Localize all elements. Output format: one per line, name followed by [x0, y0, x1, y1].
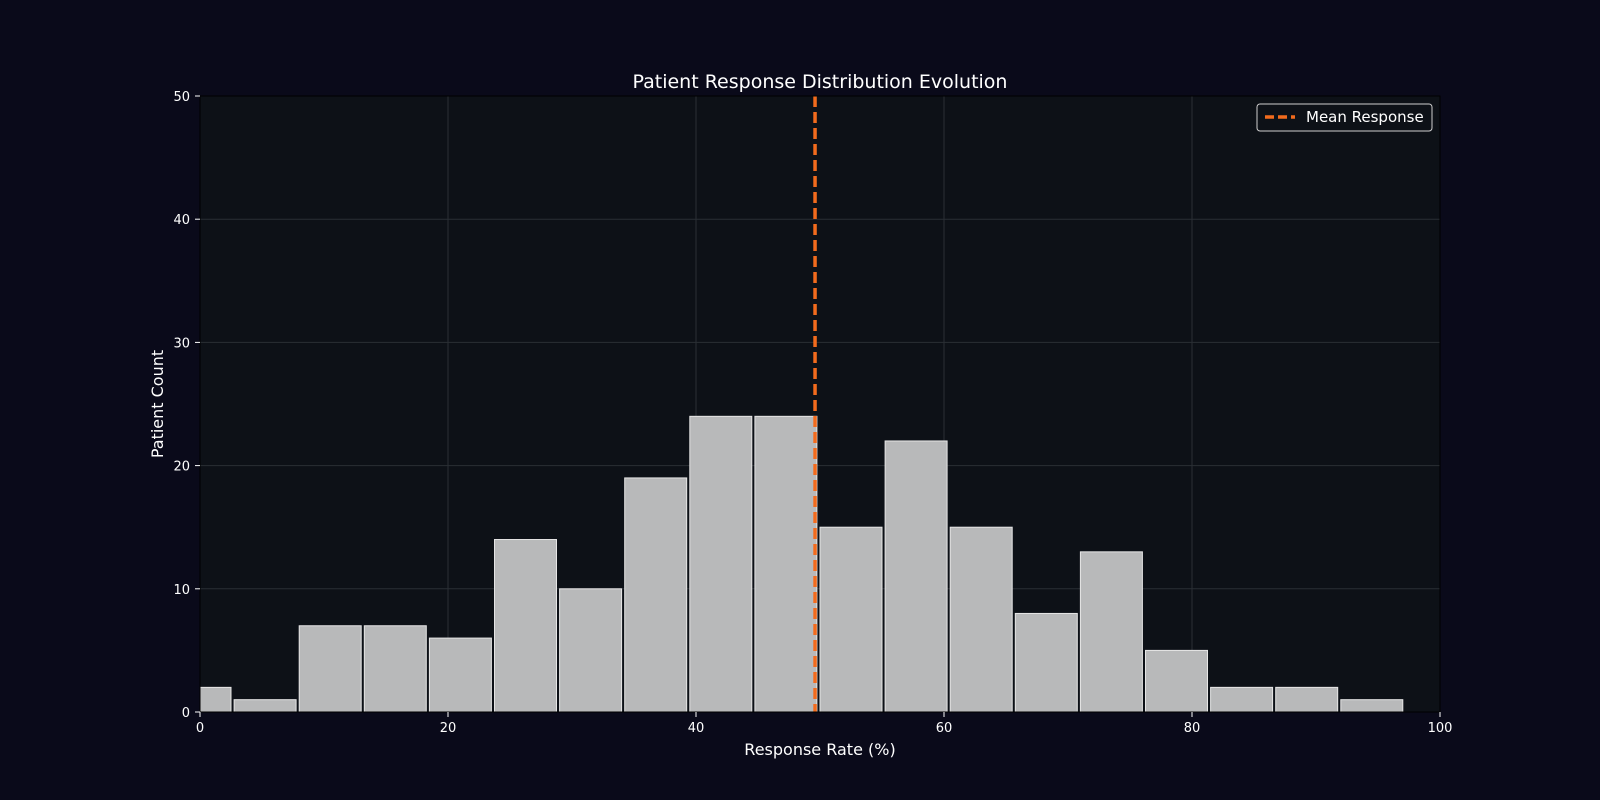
histogram-bar-4: [428, 637, 492, 712]
histogram-bar-14: [1079, 551, 1143, 712]
x-tick-label-80: 80: [1184, 721, 1201, 736]
x-tick-label-20: 20: [440, 721, 457, 736]
histogram-bar-13: [1014, 612, 1078, 712]
histogram-bar-5: [494, 539, 557, 712]
histogram-bar-10: [819, 526, 883, 712]
x-axis-ticks: 0 20 40 60 80 100: [196, 712, 1453, 736]
histogram-bar-11: [884, 440, 948, 712]
chart-title: Patient Response Distribution Evolution: [633, 71, 1008, 93]
histogram-bar-6: [559, 588, 623, 712]
histogram-bar-16: [1210, 686, 1274, 712]
histogram-bar-18: [1340, 699, 1404, 712]
histogram-bar-15: [1145, 649, 1208, 712]
y-tick-label-10: 10: [173, 583, 190, 598]
histogram-bar-1: [233, 699, 297, 712]
plot-frame: [199, 95, 1441, 713]
histogram-bar-8: [689, 415, 753, 712]
grid-lines: [200, 96, 1440, 712]
y-tick-label-40: 40: [173, 213, 190, 228]
x-axis-label: Response Rate (%): [744, 740, 895, 759]
x-tick-label-40: 40: [688, 721, 705, 736]
histogram-bars: [200, 415, 1404, 712]
histogram-bar-17: [1275, 686, 1339, 712]
legend: Mean Response: [1256, 103, 1433, 132]
legend-entry-mean-response: Mean Response: [1306, 108, 1424, 126]
y-tick-label-20: 20: [173, 460, 190, 475]
histogram-bar-0: [200, 686, 232, 712]
x-tick-label-60: 60: [936, 721, 953, 736]
histogram-bar-3: [363, 625, 427, 712]
x-tick-label-100: 100: [1428, 721, 1453, 736]
histogram-bar-12: [949, 526, 1013, 712]
histogram-bar-7: [624, 477, 688, 712]
legend-box: [1256, 103, 1433, 132]
y-tick-label-50: 50: [173, 90, 190, 105]
y-tick-label-0: 0: [182, 706, 190, 721]
y-tick-label-30: 30: [173, 336, 190, 351]
y-axis-label: Patient Count: [148, 350, 167, 458]
histogram-bar-9: [754, 415, 818, 712]
x-tick-label-0: 0: [196, 721, 204, 736]
y-axis-ticks: 0 10 20 30 40 50: [173, 90, 200, 721]
histogram-bar-2: [298, 625, 362, 712]
